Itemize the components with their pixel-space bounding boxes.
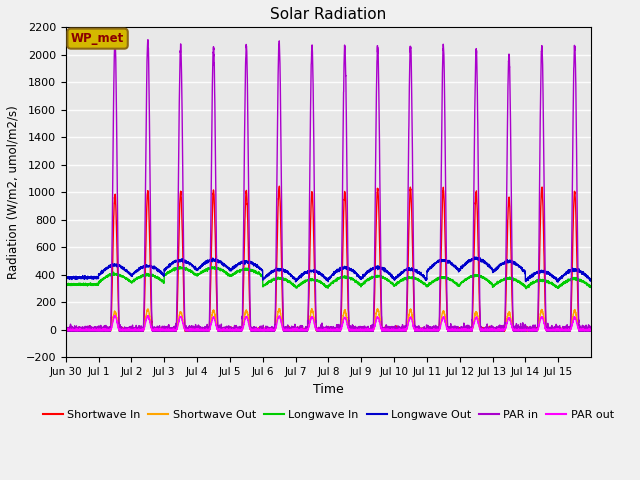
Text: WP_met: WP_met — [71, 32, 124, 45]
Y-axis label: Radiation (W/m2, umol/m2/s): Radiation (W/m2, umol/m2/s) — [7, 106, 20, 279]
Title: Solar Radiation: Solar Radiation — [270, 7, 387, 22]
Legend: Shortwave In, Shortwave Out, Longwave In, Longwave Out, PAR in, PAR out: Shortwave In, Shortwave Out, Longwave In… — [38, 406, 618, 425]
X-axis label: Time: Time — [313, 383, 344, 396]
